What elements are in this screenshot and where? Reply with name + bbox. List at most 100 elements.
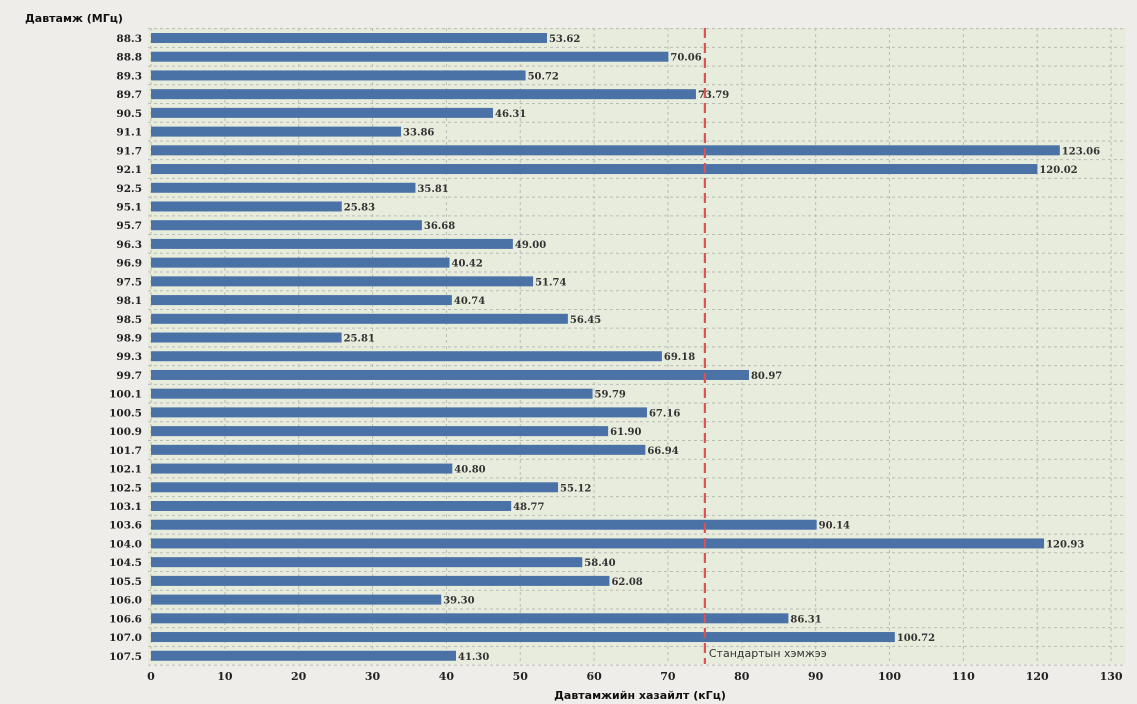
x-tick-label: 110 [952, 670, 975, 683]
value-label: 53.62 [549, 34, 580, 45]
category-label: 100.9 [109, 426, 142, 438]
value-label: 36.68 [424, 221, 455, 232]
value-label: 49.00 [515, 240, 546, 251]
bar [151, 407, 647, 418]
value-label: 50.72 [528, 71, 559, 82]
value-label: 90.14 [819, 521, 850, 532]
x-tick-label: 130 [1100, 670, 1123, 683]
category-label: 88.8 [116, 52, 142, 64]
bar [151, 594, 442, 605]
value-label: 70.06 [670, 53, 701, 64]
x-tick-label: 70 [660, 670, 676, 683]
bar [151, 501, 512, 511]
x-axis-title: Давтамжийн хазайлт (кГц) [554, 689, 726, 702]
grid [148, 28, 1126, 666]
value-label: 55.12 [560, 483, 591, 494]
x-tick-label: 50 [513, 670, 529, 683]
x-tick-label: 60 [586, 670, 602, 683]
value-label: 35.81 [417, 184, 448, 195]
bar [151, 220, 422, 231]
value-label: 73.79 [698, 90, 729, 101]
category-label: 95.7 [116, 220, 142, 232]
bar [151, 238, 513, 249]
category-label: 90.5 [116, 108, 142, 120]
category-label: 89.7 [116, 89, 142, 101]
bar [151, 332, 342, 343]
value-label: 120.93 [1046, 539, 1084, 550]
bar [151, 632, 895, 643]
category-label: 103.1 [109, 501, 142, 513]
bar [151, 295, 452, 306]
category-label: 98.1 [116, 295, 142, 307]
category-label: 100.1 [109, 389, 142, 401]
category-label: 96.9 [116, 258, 142, 270]
bar [151, 650, 457, 661]
value-label: 67.16 [649, 408, 680, 419]
value-label: 62.08 [611, 577, 642, 588]
category-label: 92.1 [116, 164, 142, 176]
bar [151, 164, 1038, 175]
category-label: 88.3 [116, 33, 142, 45]
x-tick-labels: 0 10 20 30 40 50 60 70 80 90 100 110 120 130 [147, 670, 1123, 683]
bar [151, 201, 342, 212]
category-label: 98.5 [116, 314, 142, 326]
x-tick-label: 20 [291, 670, 307, 683]
x-tick-label: 30 [365, 670, 381, 683]
category-label: 106.6 [109, 613, 142, 625]
reference-line-label: Стандартын хэмжээ [709, 647, 827, 660]
value-label: 59.79 [595, 390, 626, 401]
category-label: 106.0 [109, 595, 142, 607]
bars [151, 33, 1060, 661]
category-label: 107.0 [109, 632, 142, 644]
bar [151, 369, 749, 380]
bar [151, 444, 646, 455]
category-label: 91.7 [116, 145, 142, 157]
bar [151, 145, 1060, 156]
value-label: 39.30 [443, 596, 474, 607]
value-label: 56.45 [570, 315, 601, 326]
value-label: 80.97 [751, 371, 782, 382]
value-label: 33.86 [403, 128, 434, 139]
category-label: 98.9 [116, 333, 142, 345]
category-label: 96.3 [116, 239, 142, 251]
category-label: 92.5 [116, 183, 142, 195]
bar [151, 482, 559, 493]
bar [151, 351, 662, 362]
plot-area [148, 28, 1126, 664]
y-axis-title: Давтамж (МГц) [25, 12, 123, 25]
bar [151, 126, 402, 137]
category-label: 97.5 [116, 276, 142, 288]
x-tick-label: 120 [1026, 670, 1049, 683]
bar [151, 557, 583, 568]
value-label: 41.30 [458, 652, 489, 663]
bar [151, 388, 593, 399]
value-label: 100.72 [897, 633, 935, 644]
category-label: 95.1 [116, 201, 142, 213]
category-labels: 88.3 88.8 89.3 89.7 90.5 91.1 91.7 92.1 92.5 95.1… [109, 33, 142, 663]
bar [151, 89, 696, 100]
value-label: 66.94 [647, 446, 678, 457]
category-label: 99.3 [116, 351, 142, 363]
bar [151, 575, 610, 586]
value-label: 40.74 [454, 296, 485, 307]
value-label: 86.31 [790, 614, 821, 625]
x-tick-label: 90 [808, 670, 824, 683]
bar [151, 426, 609, 437]
x-tick-label: 10 [217, 670, 233, 683]
value-label: 48.77 [513, 502, 544, 513]
bar [151, 70, 526, 81]
category-label: 100.5 [109, 407, 142, 419]
value-label: 46.31 [495, 109, 526, 120]
value-label: 69.18 [664, 352, 695, 363]
category-label: 107.5 [109, 651, 142, 663]
value-label: 123.06 [1062, 146, 1100, 157]
value-label: 120.02 [1039, 165, 1077, 176]
bar [151, 519, 817, 530]
value-label: 25.81 [344, 334, 375, 345]
value-label: 25.83 [344, 202, 375, 213]
value-label: 40.80 [454, 465, 485, 476]
category-label: 105.5 [109, 576, 142, 588]
value-label: 51.74 [535, 277, 566, 288]
bar [151, 313, 568, 324]
